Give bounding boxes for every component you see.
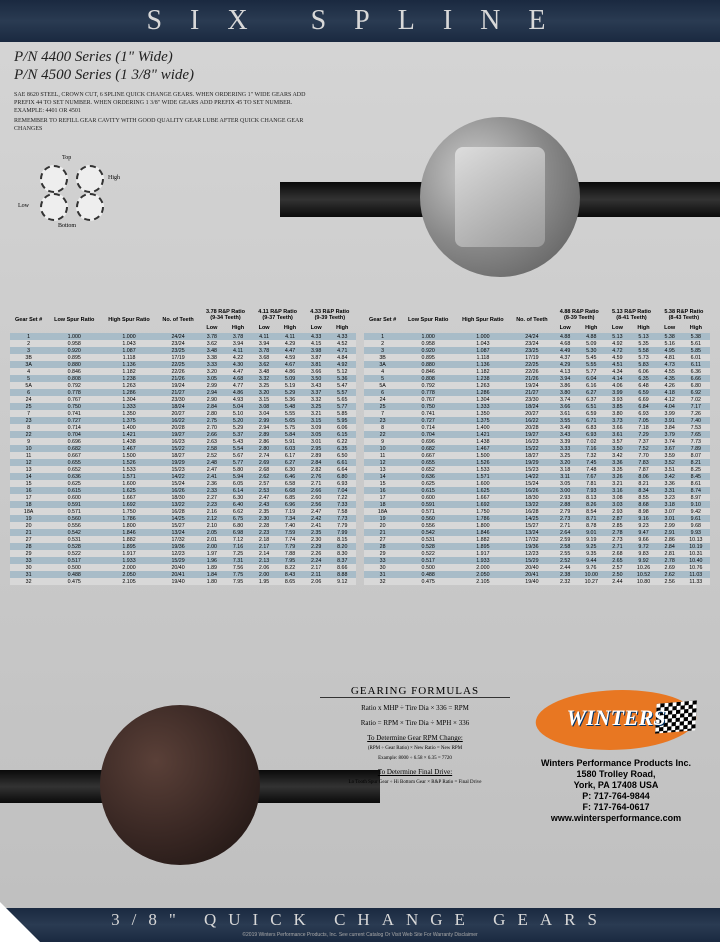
table-row: 240.7671.30423/302.904.933.155.363.325.6… [10, 396, 356, 403]
table-row: 280.5281.89519/362.589.252.719.722.8410.… [364, 543, 710, 550]
table-row: 5A0.7921.26319/242.994.773.255.193.435.4… [10, 382, 356, 389]
table-row: 250.7501.33318/242.845.043.085.483.255.7… [10, 403, 356, 410]
table-row: 180.5911.69213/222.236.402.436.962.567.3… [10, 501, 356, 508]
table-row: 18A0.5711.75016/282.798.542.938.983.079.… [364, 508, 710, 515]
table-row: 140.6361.57114/223.117.673.268.063.428.4… [364, 473, 710, 480]
table-row: 270.5311.88217/322.017.122.187.742.308.1… [10, 536, 356, 543]
table-row: 230.7271.37516/222.755.202.995.653.155.9… [10, 417, 356, 424]
series-4400: P/N 4400 Series (1" Wide) [14, 49, 706, 66]
table-row: 11.0001.00024/244.884.885.135.135.385.38 [364, 333, 710, 340]
table-row: 130.6521.53315/233.187.483.357.873.518.2… [364, 466, 710, 473]
table-row: 90.6961.43816/233.397.023.577.373.747.73 [364, 438, 710, 445]
table-row: 3B0.8951.11817/194.375.454.595.734.816.0… [364, 354, 710, 361]
table-row: 230.7271.37516/223.556.713.737.053.917.4… [364, 417, 710, 424]
table-row: 20.9581.04323/244.685.094.925.355.165.61 [364, 340, 710, 347]
table-row: 310.4882.05020/412.3810.002.5010.522.621… [364, 571, 710, 578]
table-row: 70.7411.35020/273.616.593.806.933.997.26 [364, 410, 710, 417]
table-row: 150.6251.60015/242.366.052.576.582.716.9… [10, 480, 356, 487]
table-row: 180.5911.69213/222.888.263.038.683.189.1… [364, 501, 710, 508]
header: P/N 4400 Series (1" Wide) P/N 4500 Serie… [0, 42, 720, 87]
table-row: 330.5171.93315/291.967.312.137.952.248.3… [10, 557, 356, 564]
table-row: 30.9201.08723/254.495.304.725.584.955.85 [364, 347, 710, 354]
main-content: P/N 4400 Series (1" Wide) P/N 4500 Serie… [0, 42, 720, 908]
table-row: 190.5601.78614/252.126.752.307.342.427.7… [10, 515, 356, 522]
table-row: 310.4882.05020/411.847.752.008.432.118.8… [10, 571, 356, 578]
table-row: 160.6151.62516/263.007.933.168.343.318.7… [364, 487, 710, 494]
table-row: 100.6821.46715/222.585.542.806.032.956.3… [10, 445, 356, 452]
table-row: 210.5421.84613/242.649.012.789.472.919.9… [364, 529, 710, 536]
table-row: 210.5421.84613/242.056.982.237.592.357.9… [10, 529, 356, 536]
table-row: 220.7041.42119/272.665.372.895.843.056.1… [10, 431, 356, 438]
table-row: 20.9581.04323/243.623.943.944.294.154.52 [10, 340, 356, 347]
table-row: 270.5311.88217/322.599.192.739.662.8610.… [364, 536, 710, 543]
table-row: 200.5561.80015/272.718.782.859.232.999.6… [364, 522, 710, 529]
table-row: 160.6151.62516/262.336.142.536.682.667.0… [10, 487, 356, 494]
table-row: 70.7411.35020/272.805.103.045.553.215.85 [10, 410, 356, 417]
table-row: 240.7671.30423/303.746.373.936.694.127.0… [364, 396, 710, 403]
description: SAE 8620 Steel, Crown Cut, 6 Spline Quic… [0, 87, 320, 139]
gearing-formulas: GEARING FORMULAS Ratio x MHP ÷ Tire Dia … [320, 685, 510, 793]
axle-image-top [280, 97, 720, 297]
table-row: 120.6551.52619/292.485.772.696.272.846.6… [10, 459, 356, 466]
table-row: 110.6671.50018/273.257.323.427.703.598.0… [364, 452, 710, 459]
table-row: 170.6001.66718/302.276.302.476.852.607.2… [10, 494, 356, 501]
table-row: 11.0001.00024/243.783.784.114.114.334.33 [10, 333, 356, 340]
table-row: 60.7781.28621/273.806.273.996.594.186.92 [364, 389, 710, 396]
table-row: 200.5561.80015/272.106.802.287.402.417.7… [10, 522, 356, 529]
table-row: 90.6961.43816/232.635.432.865.913.016.22 [10, 438, 356, 445]
table-row: 40.8461.18222/263.204.473.484.863.665.12 [10, 368, 356, 375]
table-row: 3B0.8951.11817/193.384.223.684.593.874.8… [10, 354, 356, 361]
table-row: 18A0.5711.75016/282.166.622.357.192.477.… [10, 508, 356, 515]
gear-diagram: Top High Low Bottom [20, 157, 130, 232]
table-row: 290.5221.91712/232.559.352.689.832.8110.… [364, 550, 710, 557]
table-row: 320.4752.10519/401.807.951.958.652.069.1… [10, 578, 356, 585]
table-row: 50.8081.23821/263.946.044.146.354.356.66 [364, 375, 710, 382]
table-row: 150.6251.60015/243.057.813.218.213.368.6… [364, 480, 710, 487]
table-row: 80.7141.40020/283.496.833.667.183.847.53 [364, 424, 710, 431]
table-row: 170.6001.66718/302.938.133.088.553.238.9… [364, 494, 710, 501]
table-row: 40.8461.18222/264.135.774.346.064.556.36 [364, 368, 710, 375]
series-4500: P/N 4500 Series (1 3/8" wide) [14, 67, 706, 84]
table-row: 3A0.8801.13622/254.295.554.515.834.736.1… [364, 361, 710, 368]
table-row: 250.7501.33318/243.666.513.856.844.047.1… [364, 403, 710, 410]
table-row: 120.6551.52619/293.207.453.367.833.528.2… [364, 459, 710, 466]
page-curl [0, 902, 40, 942]
table-row: 320.4752.10519/402.3210.272.4410.802.561… [364, 578, 710, 585]
right-table: Gear Set #Low Spur RatioHigh Spur RatioN… [364, 307, 710, 585]
table-row: 100.6821.46715/223.337.163.507.523.677.8… [364, 445, 710, 452]
table-row: 300.5002.00020/402.449.762.5710.262.6910… [364, 564, 710, 571]
table-row: 300.5002.00020/401.897.562.068.222.178.6… [10, 564, 356, 571]
top-banner: SIX SPLINE [0, 0, 720, 42]
table-row: 60.7781.28621/272.944.863.205.293.375.57 [10, 389, 356, 396]
table-row: 50.8081.23821/263.054.683.325.093.505.36 [10, 375, 356, 382]
table-row: 140.6361.57114/222.415.942.626.462.766.8… [10, 473, 356, 480]
company-info: WINTERS Winters Performance Products Inc… [526, 690, 706, 824]
left-table: Gear Set #Low Spur RatioHigh Spur RatioN… [10, 307, 356, 585]
tables-container: Gear Set #Low Spur RatioHigh Spur RatioN… [10, 307, 710, 585]
bottom-banner: 3/8" QUICK CHANGE GEARS ©2019 Winters Pe… [0, 908, 720, 942]
table-row: 30.9201.08723/253.484.113.784.473.984.71 [10, 347, 356, 354]
table-row: 220.7041.42119/273.436.933.617.293.797.6… [364, 431, 710, 438]
table-row: 290.5221.91712/231.977.252.147.882.268.3… [10, 550, 356, 557]
table-row: 330.5171.93315/292.529.442.659.922.7810.… [364, 557, 710, 564]
lower-section: GEARING FORMULAS Ratio x MHP ÷ Tire Dia … [0, 680, 720, 908]
table-row: 80.7141.40020/282.705.292.945.753.096.06 [10, 424, 356, 431]
table-row: 5A0.7921.26319/243.866.164.066.484.266.8… [364, 382, 710, 389]
winters-logo: WINTERS [536, 690, 696, 750]
table-row: 130.6521.53315/232.475.802.686.302.826.6… [10, 466, 356, 473]
table-row: 280.5281.89519/362.007.162.177.792.298.2… [10, 543, 356, 550]
table-row: 3A0.8801.13622/253.334.303.624.673.814.9… [10, 361, 356, 368]
table-row: 190.5601.78614/252.738.712.879.163.019.6… [364, 515, 710, 522]
table-row: 110.6671.50018/272.525.672.746.172.896.5… [10, 452, 356, 459]
